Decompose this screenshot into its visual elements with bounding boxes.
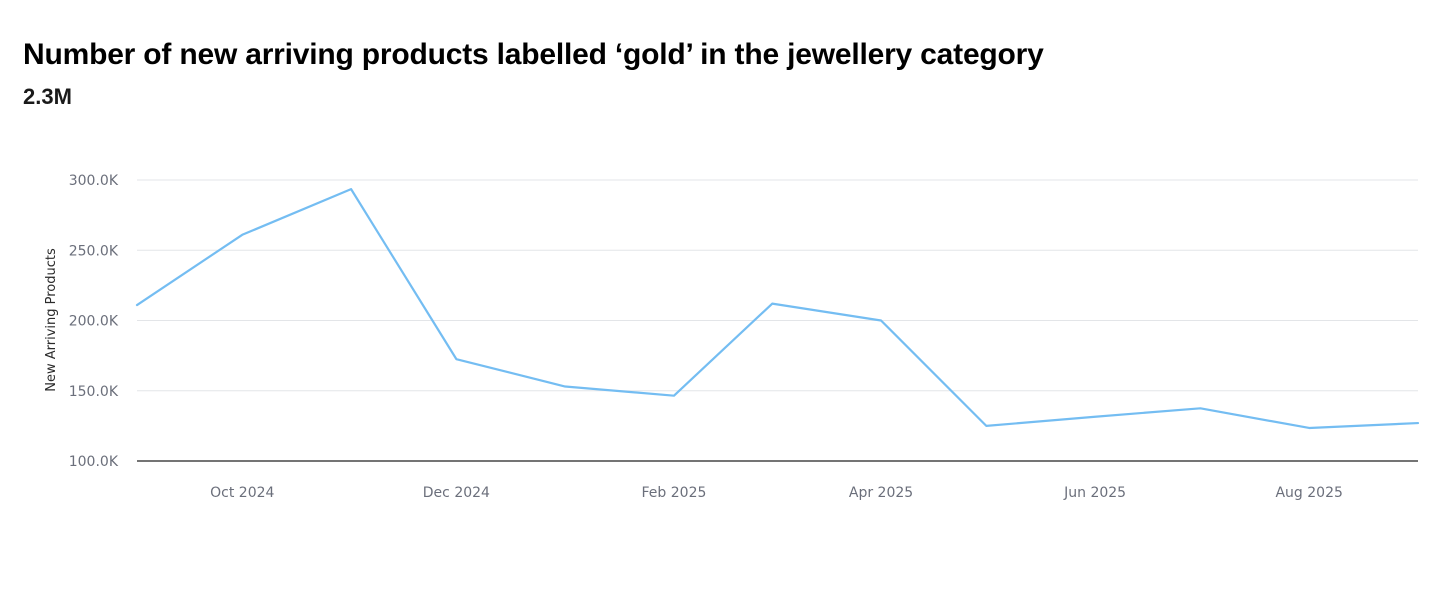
y-axis-ticks: 100.0K 150.0K 200.0K 250.0K 300.0K bbox=[69, 173, 119, 470]
x-axis-ticks: Oct 2024 Dec 2024 Feb 2025 Apr 2025 Jun 2025… bbox=[210, 485, 1343, 501]
series-line bbox=[135, 188, 1420, 430]
series-lines bbox=[135, 188, 1420, 430]
grid-lines bbox=[137, 179, 1418, 392]
x-tick-label: Aug 2025 bbox=[1275, 485, 1342, 501]
x-tick-label: Apr 2025 bbox=[849, 485, 913, 501]
y-axis-label: New Arriving Products bbox=[44, 248, 59, 392]
y-tick-label: 300.0K bbox=[69, 173, 119, 189]
x-tick-label: Oct 2024 bbox=[210, 485, 274, 501]
total-value: 2.3M bbox=[23, 84, 72, 109]
chart-title: Number of new arriving products labelled… bbox=[23, 38, 1044, 71]
y-tick-label: 200.0K bbox=[69, 314, 119, 330]
y-tick-label: 100.0K bbox=[69, 454, 119, 470]
x-tick-label: Dec 2024 bbox=[423, 485, 490, 501]
y-tick-label: 250.0K bbox=[69, 243, 119, 259]
y-tick-label: 150.0K bbox=[69, 384, 119, 400]
x-tick-label: Feb 2025 bbox=[642, 485, 707, 501]
x-tick-label: Jun 2025 bbox=[1063, 485, 1126, 501]
